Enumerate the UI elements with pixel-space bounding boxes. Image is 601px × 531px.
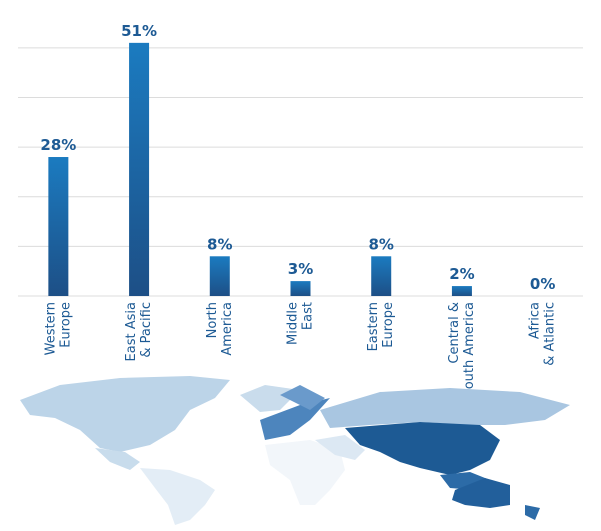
- value-label: 3%: [288, 260, 313, 278]
- x-tick-label: Africa: [528, 302, 543, 339]
- bar: [451, 286, 472, 296]
- bar: [209, 256, 230, 296]
- x-tick-label: Eastern: [366, 302, 381, 351]
- world-map: [20, 376, 570, 525]
- x-tick-label: East Asia: [124, 302, 139, 361]
- x-tick-label: North: [205, 302, 220, 338]
- value-label: 28%: [40, 136, 76, 154]
- bar: [129, 42, 150, 296]
- x-tick-label: Middle: [286, 302, 301, 345]
- value-label: 8%: [368, 235, 393, 253]
- x-tick-label: Europe: [58, 302, 73, 348]
- value-label: 51%: [121, 22, 157, 40]
- x-tick-label: America: [220, 302, 235, 356]
- bar: [290, 281, 311, 296]
- x-tick-label: South America: [462, 302, 477, 398]
- x-tick-label: & Atlantic: [543, 302, 558, 366]
- x-tick-label: Central &: [447, 302, 462, 364]
- value-label: 2%: [449, 265, 474, 283]
- bar: [48, 157, 69, 296]
- x-tick-label: Western: [43, 302, 58, 355]
- bar: [371, 256, 392, 296]
- value-label: 0%: [530, 275, 555, 293]
- x-tick-label: & Pacific: [139, 302, 154, 358]
- x-tick-label: Europe: [381, 302, 396, 348]
- x-tick-label: East: [301, 302, 316, 330]
- value-label: 8%: [207, 235, 232, 253]
